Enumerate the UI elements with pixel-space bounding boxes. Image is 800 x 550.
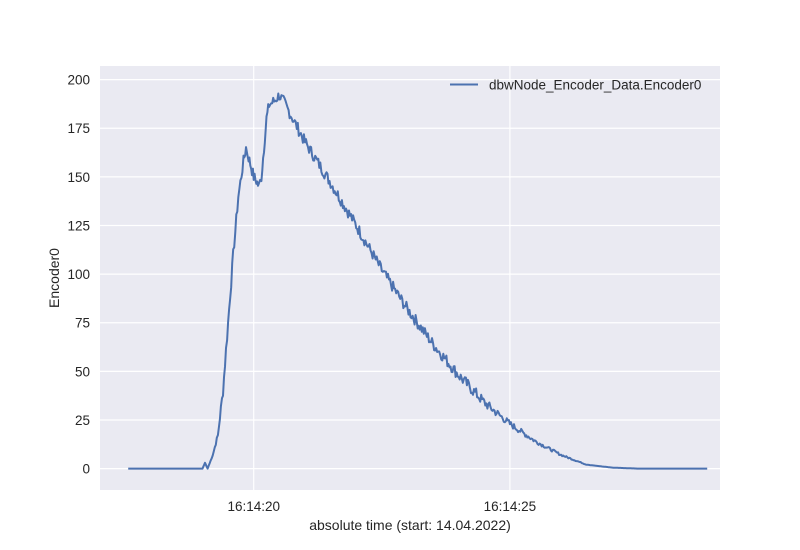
y-axis-label: Encoder0 [46,248,62,308]
y-tick-labels: 0 25 50 75 100 125 150 175 200 [67,73,90,477]
series-lines [128,92,708,470]
legend-label: dbwNode_Encoder_Data.Encoder0 [489,78,701,93]
y-tick-label: 150 [67,170,90,185]
y-tick-label: 50 [75,364,90,379]
series-line [128,92,708,470]
x-tick-label: 16:14:20 [227,499,280,514]
x-axis-label: absolute time (start: 14.04.2022) [309,517,511,533]
y-tick-label: 25 [75,413,90,428]
plot-background [100,66,720,490]
grid-lines [100,66,720,490]
y-tick-label: 100 [67,267,90,282]
y-tick-label: 125 [67,218,90,233]
x-tick-labels: 16:14:20 16:14:25 [227,499,536,514]
y-tick-label: 200 [67,73,90,88]
y-tick-label: 0 [82,462,90,477]
legend: dbwNode_Encoder_Data.Encoder0 [450,78,701,93]
y-tick-label: 75 [75,316,90,331]
y-tick-label: 175 [67,121,90,136]
x-tick-label: 16:14:25 [484,499,537,514]
